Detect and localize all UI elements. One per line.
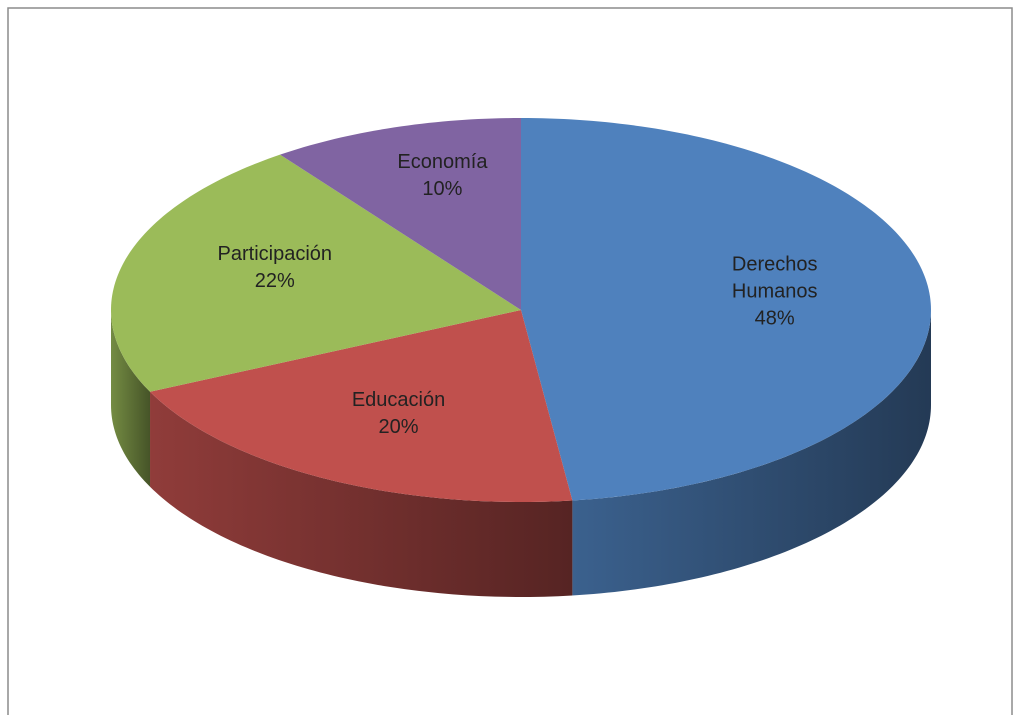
value-label: 22% [254,269,295,292]
slice [150,310,573,502]
slice-side [572,310,931,596]
category-label: Educación [351,389,446,412]
slice [521,118,931,501]
data-label: Derechos Humanos 48% [732,251,818,332]
value-label: 20% [378,416,419,439]
value-label: 48% [754,307,795,330]
chart-frame [7,7,1013,715]
category-label: Economía [397,150,488,173]
slice [280,118,521,310]
category-label: Participación [217,242,333,265]
slice [111,154,522,392]
data-label: Economía 10% [397,149,487,203]
data-label: Educación 20% [352,387,445,441]
data-label: Participación 22% [218,241,333,295]
slice-side [150,391,573,597]
slice-side [111,310,151,487]
value-label: 10% [422,177,463,200]
category-label: Derechos Humanos [731,253,818,303]
